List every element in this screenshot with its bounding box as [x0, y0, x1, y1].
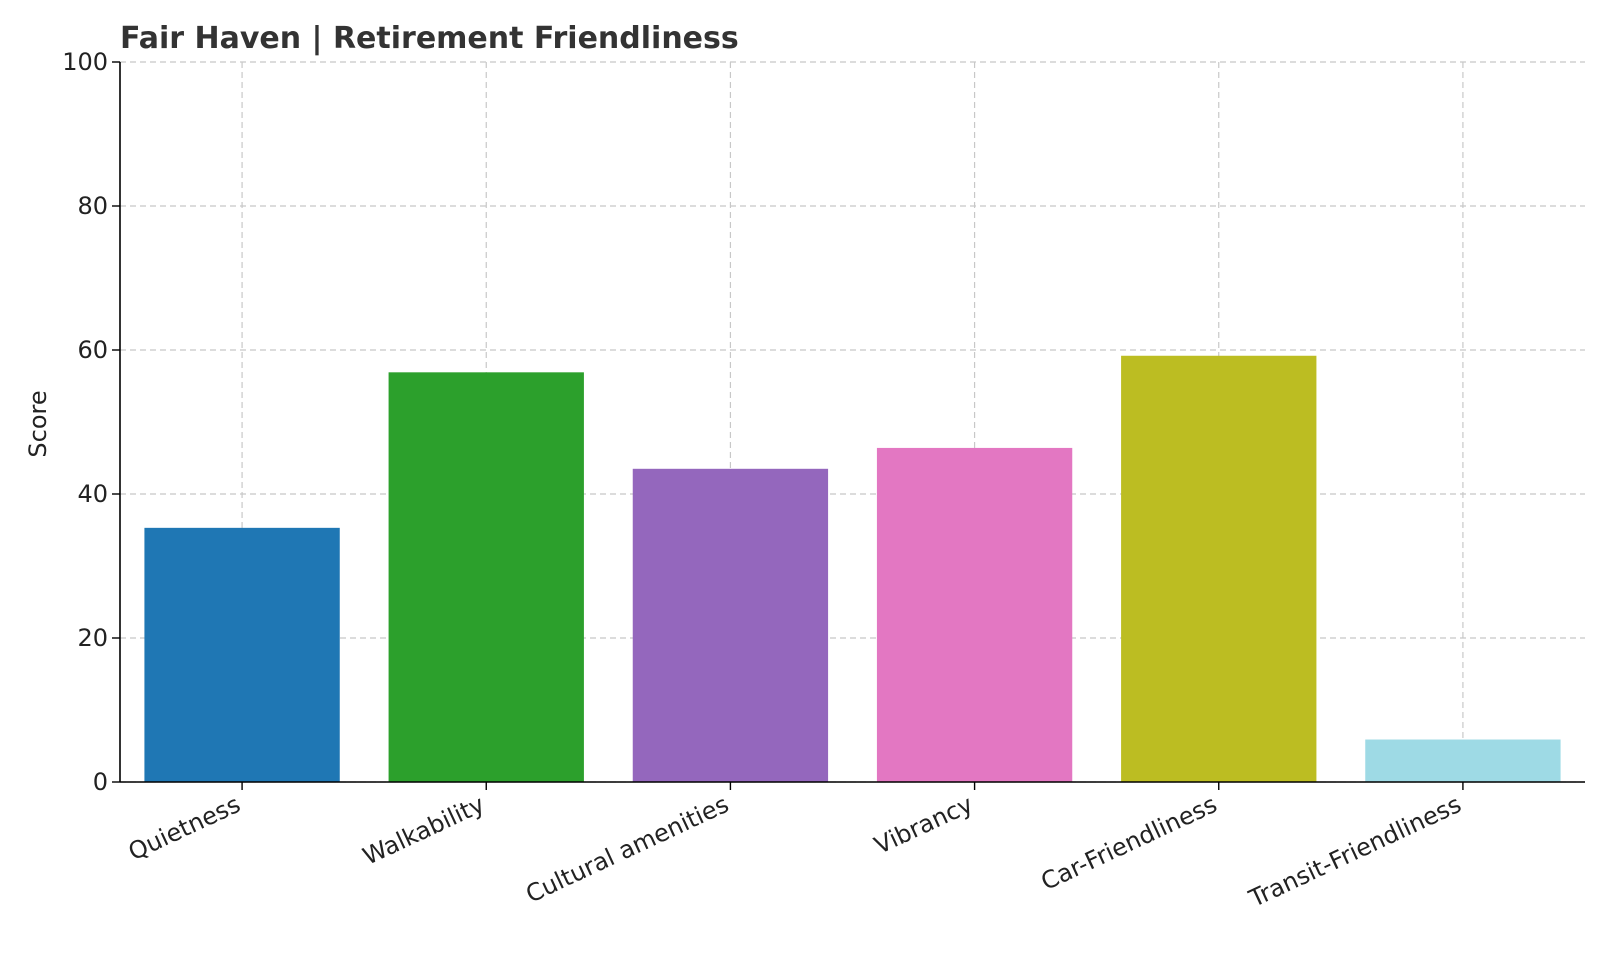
bar-vibrancy — [876, 447, 1073, 782]
bar-cultural-amenities — [632, 468, 829, 782]
x-tick-label: Transit-Friendliness — [1244, 790, 1465, 913]
x-tick-label: Walkability — [359, 790, 489, 871]
y-tick-label: 100 — [62, 48, 108, 76]
bar-walkability — [388, 372, 584, 782]
bars — [144, 355, 1561, 782]
x-tick-label: Vibrancy — [870, 790, 977, 860]
y-tick-label: 80 — [77, 192, 108, 220]
y-tick-label: 0 — [93, 768, 108, 796]
y-tick-label: 60 — [77, 336, 108, 364]
bar-quietness — [144, 527, 340, 782]
axes — [119, 62, 1585, 783]
bar-transit-friendliness — [1365, 739, 1561, 782]
y-tick-label: 40 — [77, 480, 108, 508]
x-tick-label: Cultural amenities — [522, 790, 733, 908]
y-axis-label: Score — [24, 390, 52, 457]
y-tick-label: 20 — [77, 624, 108, 652]
x-ticks: Quietness Walkability Cultural amenities Vi… — [124, 782, 1465, 913]
y-ticks: 0 20 40 60 80 100 — [62, 48, 120, 796]
x-tick-label: Quietness — [124, 790, 245, 866]
bar-car-friendliness — [1121, 355, 1317, 782]
x-tick-label: Car-Friendliness — [1037, 790, 1222, 896]
chart-title: Fair Haven | Retirement Friendliness — [120, 21, 739, 56]
